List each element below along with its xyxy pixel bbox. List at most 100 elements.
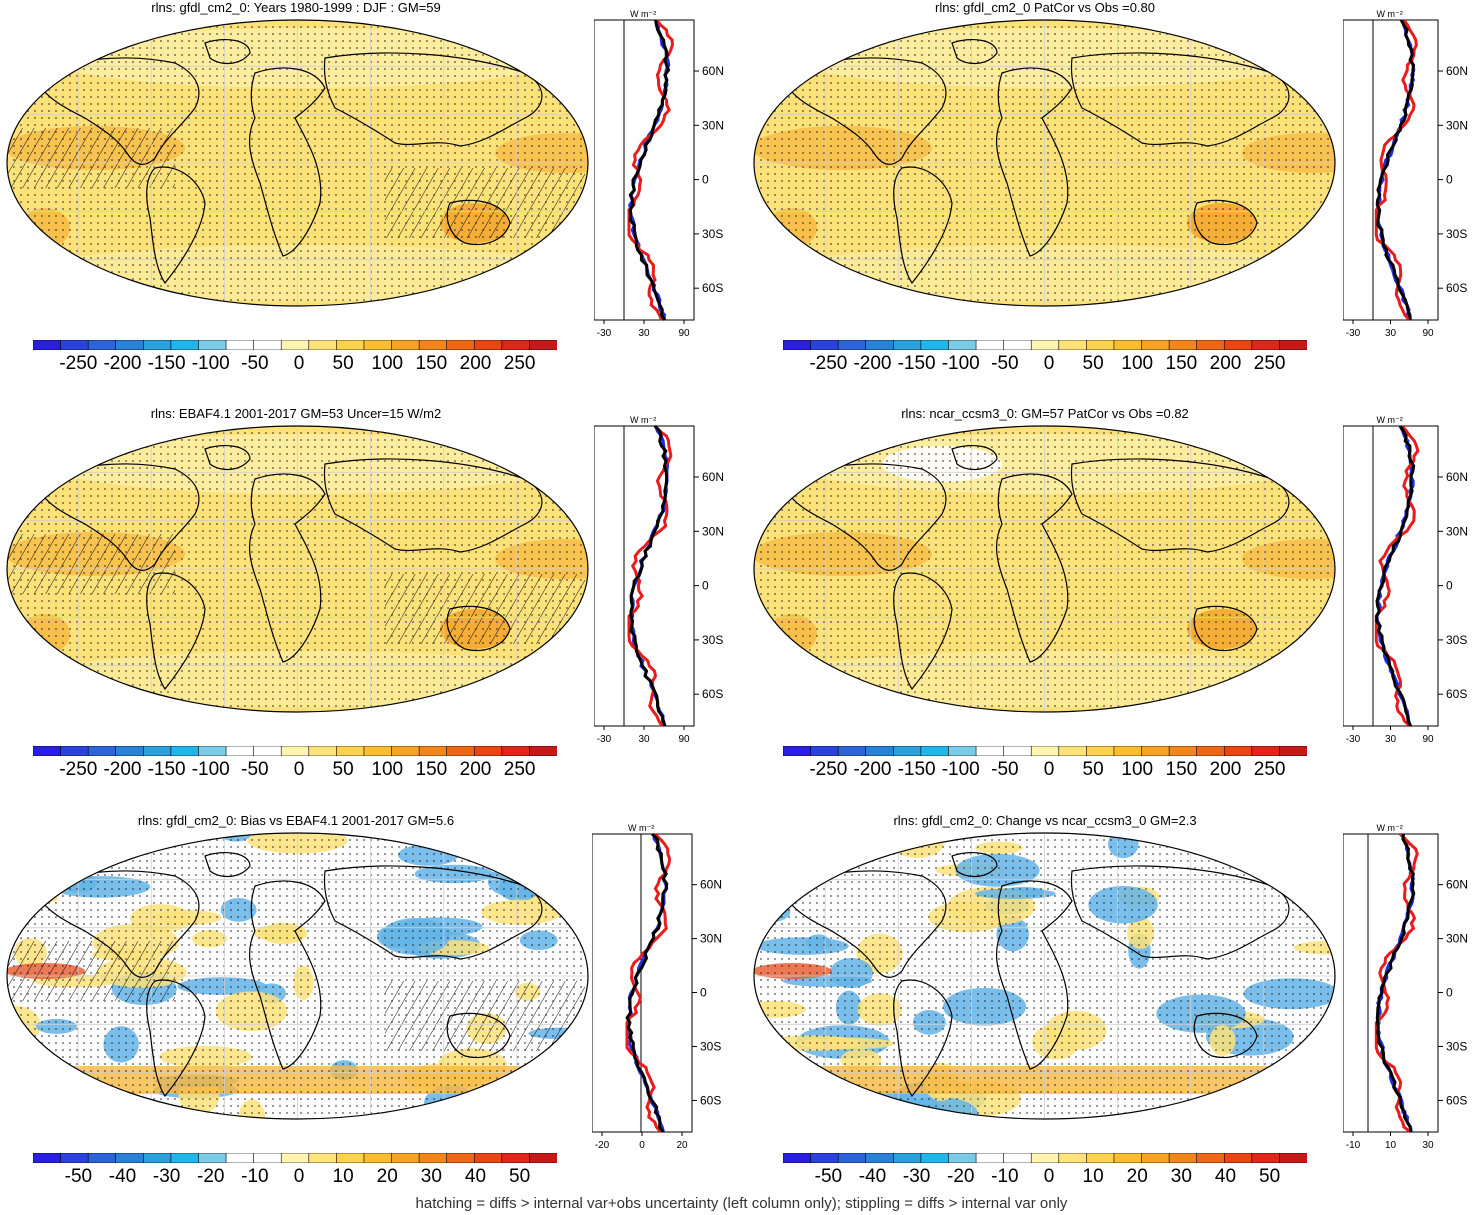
colorbar-swatch — [363, 340, 393, 350]
colorbar-swatch — [837, 746, 867, 756]
colorbar-tick-label: 40 — [464, 1166, 487, 1187]
coastline — [34, 57, 200, 165]
colorbar-swatch — [810, 1153, 839, 1163]
zonal-mean-profile: W m⁻² 60N 30N 0 30S 60S -30 30 90 — [594, 415, 724, 745]
coastline — [996, 880, 1073, 1070]
colorbar-tick-label: -100 — [191, 353, 230, 374]
profile-x-tick-label: 10 — [1385, 1140, 1397, 1151]
profile-y-tick-label: 0 — [1446, 986, 1453, 1000]
coastline — [951, 852, 998, 877]
colorbar-tick-label: -50 — [991, 353, 1019, 374]
colorbar-swatch — [1251, 746, 1281, 756]
map-border — [6, 832, 589, 1120]
colorbar-swatch — [893, 340, 922, 350]
colorbar-tick-label: -250 — [59, 759, 98, 780]
profile-line-ref — [1375, 19, 1416, 321]
colorbar-swatch — [418, 746, 448, 756]
colorbar-swatch — [948, 1153, 977, 1163]
map-border — [753, 425, 1336, 713]
colorbar-tick-label: -100 — [941, 353, 980, 374]
colorbar-swatch — [198, 340, 227, 350]
colorbar-swatch — [810, 746, 839, 756]
profile-x-tick-label: -30 — [1346, 328, 1361, 339]
colorbar-swatch — [1030, 1153, 1060, 1163]
colorbar-swatch — [225, 746, 255, 756]
colorbar-tick-label: 200 — [1209, 759, 1242, 780]
profile-y-tick-label: 60S — [1446, 687, 1467, 701]
profile-y-tick-label: 30N — [702, 118, 724, 132]
colorbar-swatch — [1141, 1153, 1170, 1163]
colorbar-tick-label: 50 — [1082, 759, 1104, 780]
world-map — [6, 425, 589, 713]
coastline — [951, 39, 998, 64]
colorbar-tick-label: 250 — [1253, 759, 1286, 780]
colorbar-swatch — [473, 746, 503, 756]
profile-y-tick-label: 30N — [1446, 524, 1468, 538]
colorbar-tick-label: -30 — [152, 1166, 181, 1187]
profile-y-tick-label: 0 — [1446, 579, 1453, 593]
profile-y-tick-label: 0 — [1446, 173, 1453, 187]
colorbar-swatch — [1086, 1153, 1115, 1163]
profile-x-tick-label: -10 — [1346, 1140, 1361, 1151]
colorbar-swatch — [1196, 1153, 1226, 1163]
colorbar-swatch — [1279, 746, 1307, 756]
colorbar-tick-label: -20 — [947, 1166, 975, 1187]
colorbar — [783, 746, 1307, 756]
colorbar-tick-label: 20 — [1126, 1166, 1148, 1187]
colorbar-swatch — [1251, 1153, 1281, 1163]
panel-title: rlns: gfdl_cm2_0 PatCor vs Obs =0.80 — [934, 0, 1156, 15]
profile-unit: W m⁻² — [1377, 823, 1403, 833]
colorbar-tick-label: -250 — [809, 353, 848, 374]
profile-line-ref — [629, 424, 669, 727]
coastline — [446, 1012, 511, 1058]
panel-title: rlns: EBAF4.1 2001-2017 GM=53 Uncer=15 W… — [150, 406, 442, 421]
colorbar-swatch — [170, 746, 200, 756]
colorbar-swatch — [893, 1153, 922, 1163]
coastline — [323, 865, 543, 960]
profile-x-tick-label: 30 — [1385, 328, 1397, 339]
world-map — [6, 19, 589, 307]
profile-unit: W m⁻² — [630, 9, 656, 19]
colorbar-tick-label: 10 — [1082, 1166, 1104, 1187]
coastline — [781, 57, 947, 165]
colorbar-swatch — [363, 1153, 393, 1163]
colorbar-swatch — [975, 340, 1005, 350]
colorbar-tick-label: 50 — [1259, 1166, 1281, 1187]
profile-unit: W m⁻² — [1377, 415, 1403, 425]
profile-y-tick-label: 30S — [700, 1039, 721, 1053]
profile-y-tick-label: 30N — [1446, 932, 1468, 946]
colorbar-tick-label: -10 — [241, 1166, 269, 1187]
colorbar-tick-label: -10 — [991, 1166, 1019, 1187]
coastline — [996, 473, 1073, 663]
colorbar-swatch — [1003, 340, 1033, 350]
colorbar-swatch — [1196, 746, 1226, 756]
colorbar-swatch — [1058, 746, 1088, 756]
colorbar-swatch — [1168, 1153, 1198, 1163]
colorbar-swatch — [1251, 340, 1281, 350]
colorbar-tick-label: 10 — [332, 1166, 354, 1187]
profile-y-tick-label: 60S — [1446, 1093, 1467, 1107]
colorbar-tick-label: 100 — [371, 759, 404, 780]
profile-y-tick-label: 0 — [702, 579, 709, 593]
colorbar-swatch — [143, 746, 172, 756]
colorbar-swatch — [501, 340, 531, 350]
colorbar-tick-label: 0 — [1043, 759, 1055, 780]
colorbar-swatch — [1223, 1153, 1253, 1163]
colorbar-swatch — [446, 1153, 476, 1163]
map-border — [6, 425, 589, 713]
figure-caption: hatching = diffs > internal var+obs unce… — [415, 1195, 1068, 1212]
coastline — [446, 605, 511, 651]
colorbar-tick-label: 0 — [293, 1166, 305, 1187]
profile-x-tick-label: 90 — [678, 734, 690, 745]
colorbar-tick-label: -50 — [814, 1166, 843, 1187]
coastline — [323, 458, 543, 553]
world-map — [753, 832, 1336, 1120]
zonal-mean-profile: W m⁻² 60N 30N 0 30S 60S -30 30 90 — [1343, 9, 1468, 339]
colorbar-swatch — [336, 1153, 365, 1163]
colorbar-swatch — [87, 340, 117, 350]
colorbar-swatch — [920, 746, 950, 756]
profile-x-tick-label: 90 — [678, 328, 690, 339]
zonal-mean-profile: W m⁻² 60N 30N 0 30S 60S -30 30 90 — [1343, 415, 1468, 745]
colorbar-tick-label: -250 — [809, 759, 848, 780]
colorbar-swatch — [253, 340, 283, 350]
